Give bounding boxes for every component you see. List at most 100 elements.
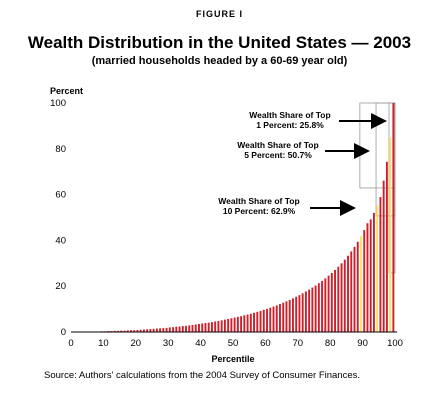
source-note: Source: Authors' calculations from the 2…: [44, 370, 361, 381]
bar: [363, 230, 366, 332]
bar: [139, 329, 142, 332]
bar: [142, 329, 145, 332]
bar: [162, 328, 165, 332]
bar: [369, 219, 372, 332]
x-tick-label: 10: [98, 338, 109, 349]
bar: [136, 329, 139, 332]
bar: [198, 323, 200, 332]
bar: [249, 313, 252, 332]
bar: [330, 272, 333, 332]
x-tick-label: 20: [131, 338, 142, 349]
bar: [194, 324, 197, 332]
x-tick-label: 30: [163, 338, 174, 349]
bar: [392, 103, 395, 332]
bar: [272, 306, 275, 332]
x-tick-label: 90: [357, 338, 368, 349]
bar: [191, 324, 194, 332]
bar: [382, 180, 385, 332]
bar: [372, 212, 375, 332]
bar: [311, 287, 314, 332]
share-annotation-line1: Wealth Share of Top: [237, 140, 318, 150]
share-annotation: Wealth Share of Top 1 Percent: 25.8%: [249, 110, 330, 130]
bar: [379, 197, 382, 332]
bar: [172, 327, 175, 332]
share-annotation-line2: 5 Percent: 50.7%: [244, 150, 312, 160]
bar: [324, 278, 327, 332]
bar: [317, 283, 320, 332]
share-bracket: [375, 102, 396, 217]
bar: [223, 319, 226, 332]
bar: [321, 280, 324, 332]
y-axis-label: Percent: [50, 86, 83, 96]
share-annotation-line1: Wealth Share of Top: [249, 110, 330, 120]
bar: [230, 318, 233, 332]
x-tick-label: 50: [228, 338, 239, 349]
bar: [185, 325, 187, 332]
bar: [253, 312, 256, 332]
bar: [269, 307, 272, 332]
bar: [168, 327, 171, 332]
bar: [204, 323, 207, 332]
bar: [165, 327, 168, 332]
bar: [314, 285, 317, 332]
share-annotation-line1: Wealth Share of Top: [218, 196, 299, 206]
bar: [295, 296, 298, 332]
bar: [227, 318, 230, 332]
share-annotation: Wealth Share of Top 10 Percent: 62.9%: [218, 196, 299, 216]
bar: [340, 263, 343, 332]
share-annotation: Wealth Share of Top 5 Percent: 50.7%: [237, 140, 318, 160]
bar: [385, 161, 388, 332]
bar: [343, 259, 346, 332]
y-tick-label: 80: [55, 144, 66, 155]
bar: [282, 302, 285, 332]
bar: [243, 315, 246, 332]
chart-title: Wealth Distribution in the United States…: [27, 33, 412, 52]
bar: [210, 322, 213, 332]
bar: [146, 329, 149, 332]
y-tick-label: 20: [55, 281, 66, 292]
figure-label: FIGURE I: [195, 9, 243, 19]
bar: [201, 323, 204, 332]
bar: [240, 316, 243, 332]
bar: [181, 326, 184, 332]
bar: [113, 330, 116, 332]
bar: [256, 311, 259, 332]
bar: [356, 241, 359, 332]
share-annotation-line2: 10 Percent: 62.9%: [223, 206, 296, 216]
bar: [327, 275, 330, 332]
y-tick-label: 60: [55, 190, 66, 201]
bar: [337, 266, 340, 332]
bar: [149, 329, 152, 332]
bar: [285, 301, 288, 332]
bar: [120, 330, 123, 332]
x-axis-label: Percentile: [211, 354, 254, 364]
bar: [350, 251, 353, 332]
bar: [155, 328, 158, 332]
bar: [389, 137, 392, 332]
bar: [129, 330, 132, 332]
bar: [288, 299, 291, 332]
bar: [217, 321, 220, 332]
x-tick-label: 0: [68, 338, 73, 349]
bar: [175, 326, 178, 332]
bar: [298, 295, 301, 332]
bar: [159, 328, 162, 332]
bar: [353, 246, 356, 332]
x-tick-label: 80: [325, 338, 336, 349]
bar: [334, 269, 337, 332]
bar: [376, 205, 379, 332]
y-tick-label: 100: [50, 98, 66, 109]
bar: [366, 223, 369, 332]
bar: [207, 322, 210, 332]
bar: [178, 326, 181, 332]
bar: [301, 293, 304, 332]
bar: [347, 255, 349, 332]
x-tick-label: 70: [293, 338, 304, 349]
bar: [233, 317, 236, 332]
bar: [220, 320, 223, 332]
bar: [304, 291, 307, 332]
bar: [117, 330, 119, 332]
bar: [152, 328, 155, 332]
bar: [279, 304, 281, 332]
